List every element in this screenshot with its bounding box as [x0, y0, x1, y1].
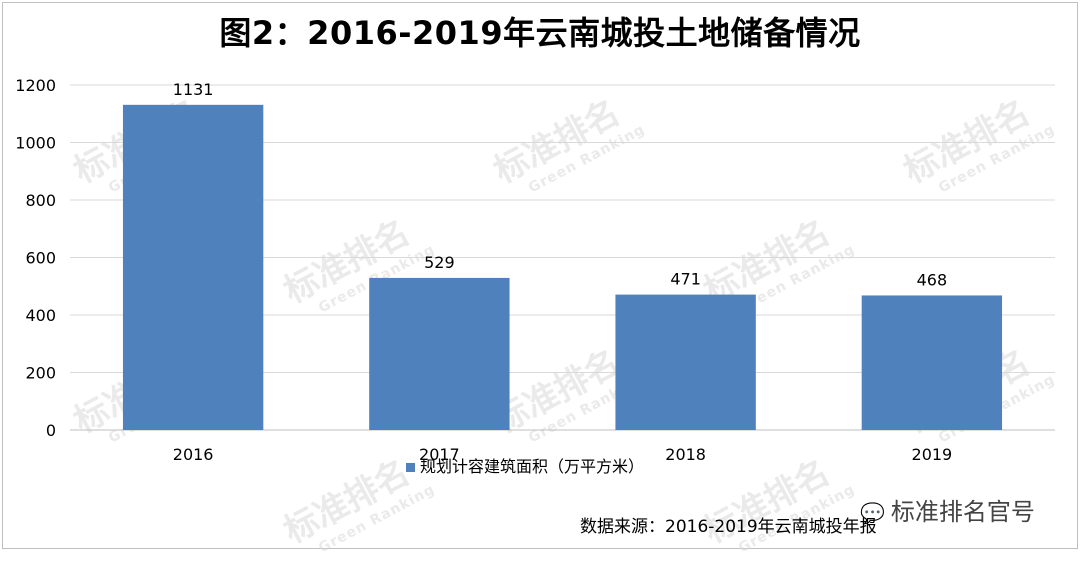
y-tick-label: 1200	[15, 76, 56, 95]
data-label: 468	[917, 270, 948, 289]
x-axis: 2016 2017 2018 2019	[173, 445, 952, 464]
y-tick-label: 1000	[15, 134, 56, 153]
legend-label: 规划计容建筑面积（万平方米）	[420, 457, 644, 476]
source-note: 数据来源：2016-2019年云南城投年报	[580, 517, 877, 537]
data-label: 471	[670, 270, 701, 289]
legend-swatch	[406, 463, 415, 472]
x-tick-label: 2016	[173, 445, 214, 464]
data-label: 1131	[173, 80, 214, 99]
y-tick-label: 800	[25, 191, 56, 210]
legend: 规划计容建筑面积（万平方米）	[406, 457, 644, 476]
y-tick-label: 600	[25, 249, 56, 268]
bar	[615, 294, 756, 430]
wechat-icon: 💬	[860, 501, 885, 525]
x-tick-label: 2019	[912, 445, 953, 464]
x-tick-label: 2018	[665, 445, 706, 464]
y-tick-label: 400	[25, 306, 56, 325]
y-tick-label: 0	[46, 421, 56, 440]
brand-text: 标准排名官号	[890, 498, 1035, 526]
data-label: 529	[424, 253, 455, 272]
y-axis: 0 200 400 600 800 1000 1200	[15, 76, 56, 440]
bar-chart: 0 200 400 600 800 1000 1200 1131 529 471 468 2016…	[15, 76, 1055, 476]
x-tick-label: 2017	[419, 445, 460, 464]
bar	[122, 104, 264, 431]
bars: 1131 529 471 468	[122, 80, 1003, 431]
bar	[861, 295, 1003, 430]
brand-watermark: 💬 标准排名官号	[860, 492, 1035, 527]
bar	[369, 277, 510, 430]
chart-title: 图2：2016-2019年云南城投土地储备情况	[219, 14, 861, 52]
y-tick-label: 200	[25, 364, 56, 383]
